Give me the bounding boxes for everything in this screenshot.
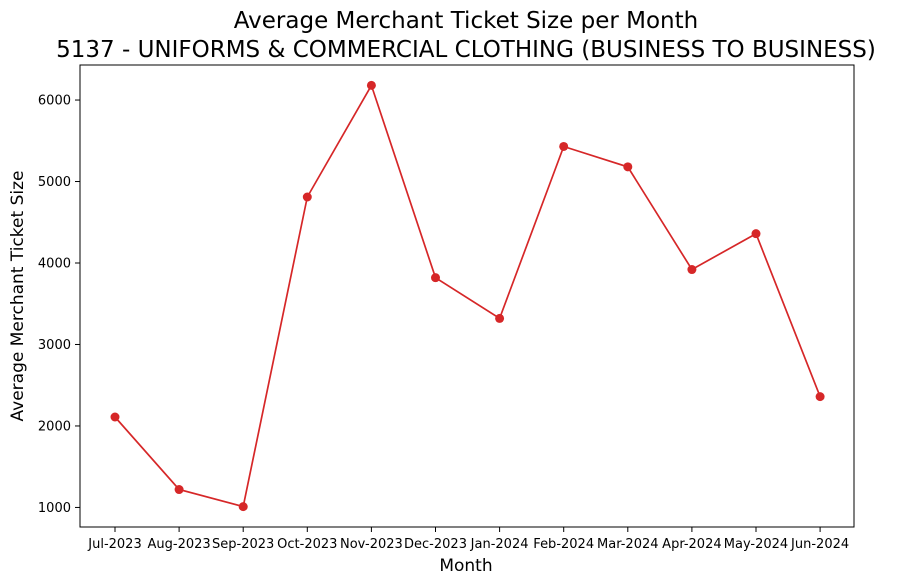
y-tick-label: 5000 [38, 175, 71, 190]
data-point [302, 192, 312, 202]
x-tick-label: Aug-2023 [148, 537, 211, 552]
data-point [559, 141, 569, 151]
x-tick-label: Sep-2023 [212, 537, 274, 552]
x-tick-label: Mar-2024 [597, 537, 658, 552]
x-axis-label: Month [439, 556, 492, 576]
plot-area: 1000 2000 3000 4000 5000 6000 Jul-2023 Aug-2023… [38, 64, 855, 552]
x-tick-label: Jun-2024 [790, 537, 849, 552]
chart-title: Average Merchant Ticket Size per Month [234, 8, 698, 34]
plot-frame [79, 64, 855, 528]
data-point [174, 485, 184, 495]
series-line [114, 83, 821, 508]
x-tick-label: Oct-2023 [277, 537, 337, 552]
x-tick-label: Feb-2024 [533, 537, 594, 552]
data-point [623, 162, 633, 172]
data-point [687, 265, 697, 275]
x-tick-label: Apr-2024 [662, 537, 721, 552]
x-tick-label: Nov-2023 [340, 537, 403, 552]
y-tick-label: 1000 [38, 501, 71, 516]
data-point [110, 412, 120, 422]
data-point [815, 392, 825, 402]
y-tick-label: 3000 [38, 338, 71, 353]
data-point [431, 273, 440, 283]
chart-subtitle: 5137 - UNIFORMS & COMMERCIAL CLOTHING (B… [56, 37, 876, 63]
data-point [495, 313, 505, 323]
x-tick-label: Jul-2023 [87, 537, 141, 552]
y-tick-label: 2000 [38, 419, 71, 434]
x-tick-label: Jan-2024 [470, 537, 529, 552]
y-tick-label: 6000 [38, 94, 71, 109]
y-axis-label: Average Merchant Ticket Size [8, 171, 28, 422]
data-point [366, 80, 376, 90]
data-point [238, 502, 248, 512]
x-tick-label: Dec-2023 [404, 537, 467, 552]
x-tick-label: May-2024 [724, 537, 788, 552]
data-point [751, 229, 761, 239]
y-tick-label: 4000 [38, 257, 71, 272]
